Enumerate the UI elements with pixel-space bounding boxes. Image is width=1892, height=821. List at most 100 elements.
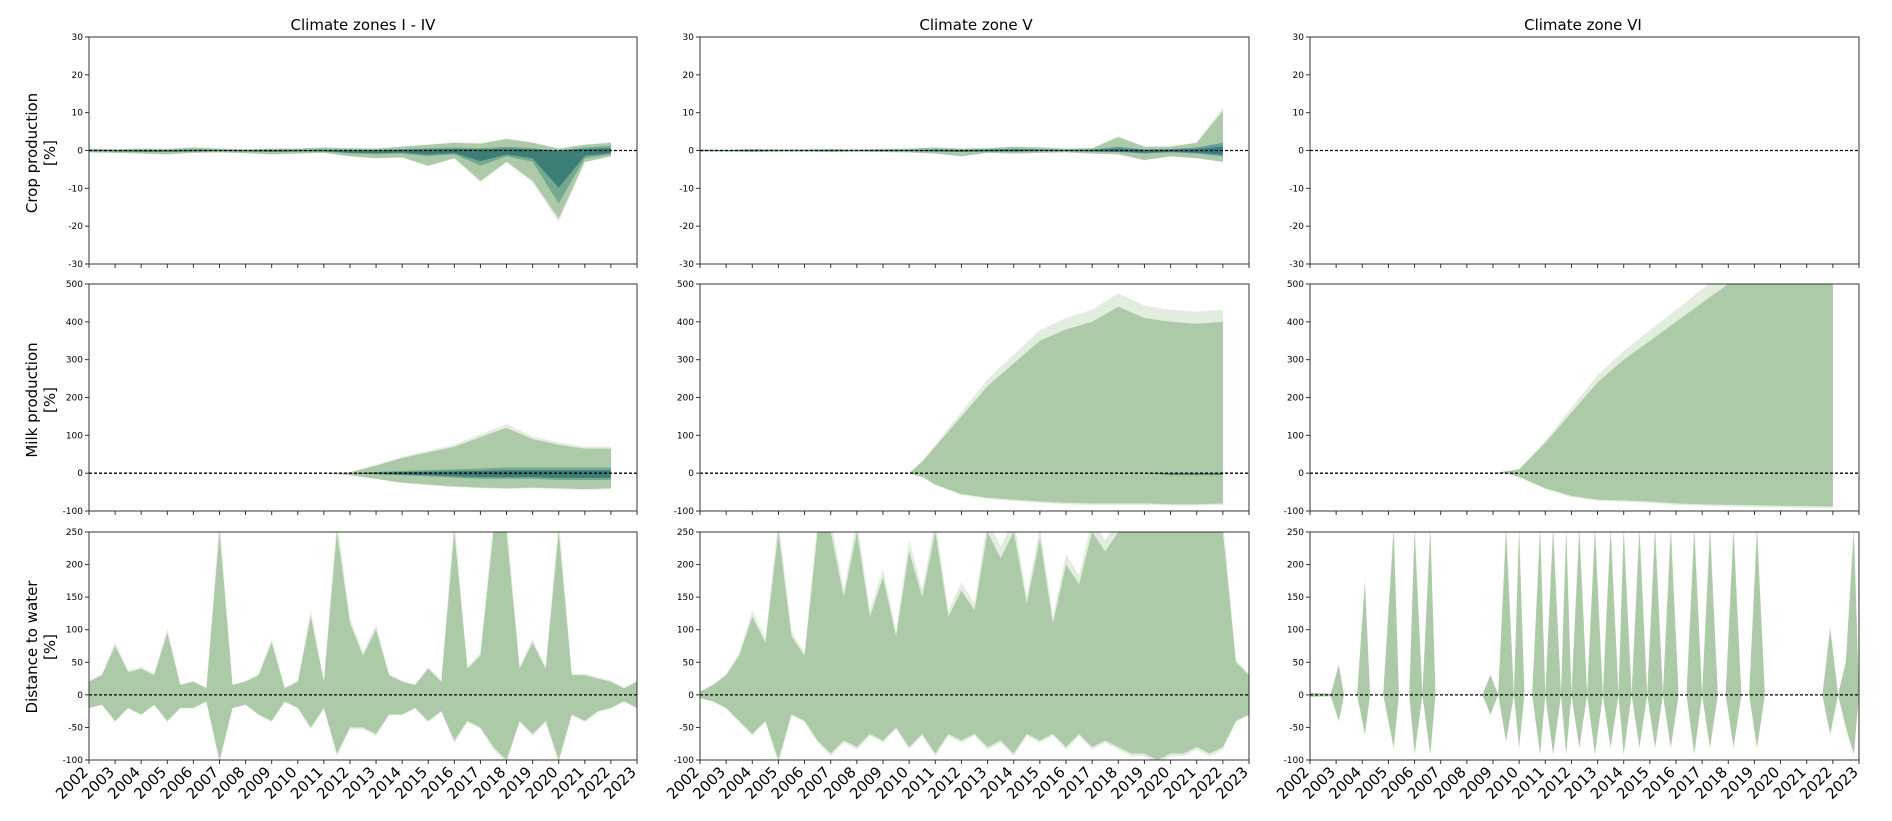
y-tick-label: -100 (1284, 507, 1305, 517)
panels: 3020100-10-20-303020100-10-20-303020100-… (52, 33, 1862, 803)
y-tick-label: -20 (1289, 222, 1304, 232)
y-tick-label: 300 (1287, 356, 1304, 366)
y-tick-label: -100 (63, 507, 84, 517)
column-title-3: Climate zone VI (1524, 16, 1642, 34)
y-tick-label: 200 (1287, 561, 1304, 571)
y-tick-label: 0 (688, 147, 694, 157)
y-tick-label: -30 (679, 260, 694, 270)
y-tick-label: -30 (68, 260, 83, 270)
y-tick-label: 200 (677, 561, 694, 571)
y-tick-label: -50 (679, 723, 694, 733)
core-band (89, 148, 611, 188)
panel-r2-c1: 250200150100500-50-100200220032004200520… (663, 528, 1252, 803)
y-tick-label: 400 (1287, 318, 1304, 328)
y-tick-label: 50 (683, 658, 695, 668)
panel-r2-c2: 250200150100500-50-100200220032004200520… (1273, 528, 1862, 803)
series-area (1310, 284, 1833, 509)
y-tick-label: 10 (1293, 109, 1305, 119)
ylabel-crop-line2: [%] (41, 140, 59, 166)
y-tick-label: -50 (1289, 723, 1304, 733)
axes-frame (699, 531, 1250, 761)
series-area (1310, 532, 1859, 757)
y-tick-label: 500 (1287, 280, 1304, 290)
y-tick-label: 30 (1293, 33, 1305, 43)
y-tick-label: 0 (77, 469, 83, 479)
y-tick-label: 300 (677, 356, 694, 366)
outer-band (700, 306, 1223, 505)
y-tick-label: 300 (66, 356, 83, 366)
ylabel-milk-line1: Milk production (23, 342, 41, 457)
y-tick-label: -50 (68, 723, 83, 733)
y-tick-label: -30 (1289, 260, 1304, 270)
panel-r0-c0: 30 20 10 0 -10 -20 -30 (68, 33, 638, 270)
series-area (89, 138, 611, 222)
ylabel-crop-line1: Crop production (23, 93, 41, 213)
panel-r0-c2: 30 20 10 0 -10 -20 -30 (1289, 33, 1860, 270)
y-tick-label: 250 (677, 528, 694, 538)
y-tick-label: 250 (66, 528, 83, 538)
y-tick-label: 150 (677, 593, 694, 603)
y-tick-label: -10 (1289, 184, 1304, 194)
y-tick-label: 0 (77, 691, 83, 701)
y-tick-label: -100 (674, 507, 695, 517)
series-area (89, 424, 611, 490)
column-title-1: Climate zones I - IV (291, 16, 437, 34)
core-band (89, 470, 611, 478)
y-tick-label: 0 (688, 469, 694, 479)
axes-frame (88, 531, 638, 761)
y-tick-label: 10 (683, 109, 695, 119)
y-tick-label: 30 (683, 33, 695, 43)
column-title-2: Climate zone V (919, 16, 1033, 34)
y-tick-label: 100 (677, 431, 694, 441)
y-tick-label: 0 (688, 691, 694, 701)
series-area (700, 532, 1249, 760)
ylabel-milk-production: Milk production [%] (23, 342, 59, 457)
y-tick-label: 100 (1287, 626, 1304, 636)
panel-r1-c0: 500 400 300 200 100 0 -100 (63, 280, 638, 517)
y-tick-label: 20 (72, 71, 84, 81)
series-area (700, 293, 1223, 506)
axes-frame (1309, 531, 1860, 761)
y-tick-label: -10 (68, 184, 83, 194)
y-tick-label: 20 (1293, 71, 1305, 81)
y-tick-label: 400 (66, 318, 83, 328)
outer-band (1310, 284, 1833, 507)
y-tick-label: 200 (66, 394, 83, 404)
series-area (700, 107, 1223, 163)
y-tick-label: 10 (72, 109, 84, 119)
ylabel-milk-line2: [%] (41, 387, 59, 413)
y-tick-label: 150 (1287, 593, 1304, 603)
y-tick-label: 200 (66, 561, 83, 571)
y-tick-label: 200 (677, 394, 694, 404)
y-tick-label: -100 (674, 756, 695, 766)
y-tick-label: 50 (72, 658, 84, 668)
outer-band (700, 110, 1223, 162)
y-tick-label: 100 (66, 431, 83, 441)
ylabel-crop-production: Crop production [%] (23, 93, 59, 213)
ylabel-distance-to-water: Distance to water [%] (23, 580, 59, 714)
y-tick-label: 150 (66, 593, 83, 603)
ylabel-water-line2: [%] (41, 634, 59, 660)
y-tick-label: 20 (683, 71, 695, 81)
y-tick-label: 0 (1298, 147, 1304, 157)
panel-r1-c1: 500 400 300 200 100 0 -100 (674, 280, 1250, 517)
y-tick-label: 0 (1298, 469, 1304, 479)
y-tick-label: 0 (77, 147, 83, 157)
y-tick-label: -100 (63, 756, 84, 766)
y-tick-label: 100 (677, 626, 694, 636)
y-tick-label: 200 (1287, 394, 1304, 404)
y-tick-label: 50 (1293, 658, 1305, 668)
y-tick-label: 500 (677, 280, 694, 290)
y-tick-label: 100 (1287, 431, 1304, 441)
y-tick-label: 250 (1287, 528, 1304, 538)
y-tick-label: 0 (1298, 691, 1304, 701)
series-area (89, 532, 637, 760)
y-tick-label: 500 (66, 280, 83, 290)
outer-band (89, 532, 637, 760)
outer-band (1310, 532, 1859, 754)
ylabel-water-line1: Distance to water (23, 580, 41, 714)
y-tick-label: -10 (679, 184, 694, 194)
panel-r0-c1: 30 20 10 0 -10 -20 -30 (679, 33, 1250, 270)
outer-band (700, 532, 1249, 760)
